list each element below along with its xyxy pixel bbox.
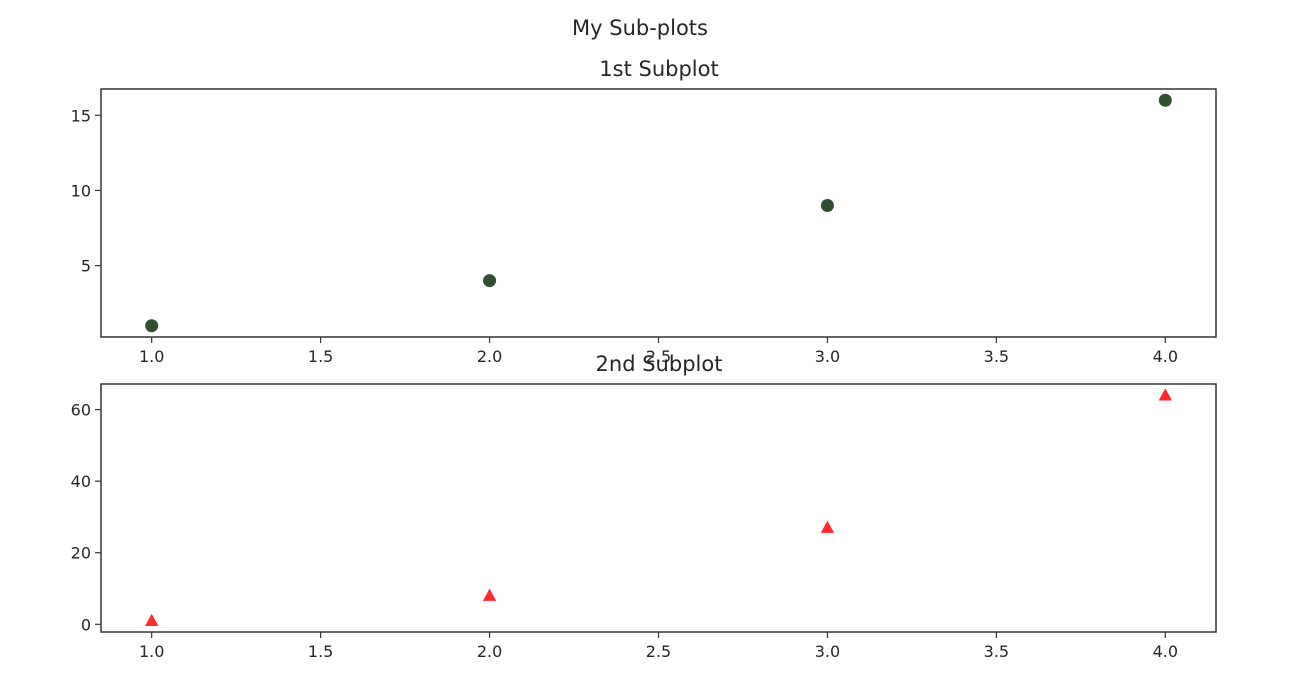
subplot-2-triangle-marker — [482, 588, 497, 601]
subplot-1-circle-marker — [1158, 93, 1172, 107]
subplot-2-title: 2nd Subplot — [596, 352, 723, 376]
subplot-1-y-axis: 5 10 15 — [71, 106, 101, 276]
subplot-2-ytick-label: 0 — [81, 615, 91, 634]
subplot-2-points — [145, 388, 1172, 626]
subplot-1-points — [145, 93, 1172, 333]
subplot-1-xtick-label: 4.0 — [1153, 347, 1178, 366]
subplot-1-xtick-label: 1.5 — [308, 347, 333, 366]
subplot-1-title: 1st Subplot — [599, 57, 718, 81]
subplot-2-xtick-label: 1.5 — [308, 642, 333, 661]
subplot-2-xtick-label: 2.0 — [477, 642, 502, 661]
subplot-2-ytick-label: 20 — [71, 544, 91, 563]
subplot-2-ytick-label: 40 — [71, 472, 91, 491]
subplot-1-ytick-label: 15 — [71, 106, 91, 125]
subplot-2-xtick-label: 1.0 — [139, 642, 164, 661]
subplot-1-xtick-label: 2.0 — [477, 347, 502, 366]
subplot-2-ytick-label: 60 — [71, 401, 91, 420]
subplot-2-xtick-label: 4.0 — [1153, 642, 1178, 661]
subplot-1-ytick-label: 10 — [71, 181, 91, 200]
subplot-1-ytick-label: 5 — [81, 257, 91, 276]
subplot-1-xtick-label: 3.0 — [815, 347, 840, 366]
subplot-2-triangle-marker — [820, 520, 835, 533]
subplot-2-triangle-marker — [1158, 388, 1172, 401]
subplot-1-circle-marker — [483, 274, 497, 288]
subplot-2: 1.0 1.5 2.0 2.5 3.0 3.5 4.0 0 20 40 60 2nd Subplo… — [71, 352, 1217, 661]
subplot-2-xtick-label: 3.0 — [815, 642, 840, 661]
subplot-1-xtick-label: 2.5 — [646, 347, 671, 366]
subplot-2-x-axis: 1.0 1.5 2.0 2.5 3.0 3.5 4.0 — [139, 632, 1178, 661]
subplot-1-circle-marker — [145, 319, 159, 333]
subplot-1-frame — [100, 88, 1217, 338]
subplot-1-xtick-label: 1.0 — [139, 347, 164, 366]
subplot-2-xtick-label: 2.5 — [646, 642, 671, 661]
subplot-1-x-axis: 1.0 1.5 2.0 2.5 3.0 3.5 4.0 — [139, 337, 1178, 366]
subplot-1-xtick-label: 3.5 — [984, 347, 1009, 366]
subplot-1: 1st Subplot 1.0 1.5 2.0 2.5 3.0 3.5 4.0 5 10 15 — [71, 57, 1217, 366]
subplot-2-y-axis: 0 20 40 60 — [71, 401, 101, 634]
subplot-2-xtick-label: 3.5 — [984, 642, 1009, 661]
subplot-2-triangle-marker — [145, 613, 159, 626]
subplot-2-frame — [100, 383, 1217, 633]
figure-suptitle: My Sub-plots — [572, 16, 708, 40]
subplot-1-circle-marker — [820, 198, 834, 212]
